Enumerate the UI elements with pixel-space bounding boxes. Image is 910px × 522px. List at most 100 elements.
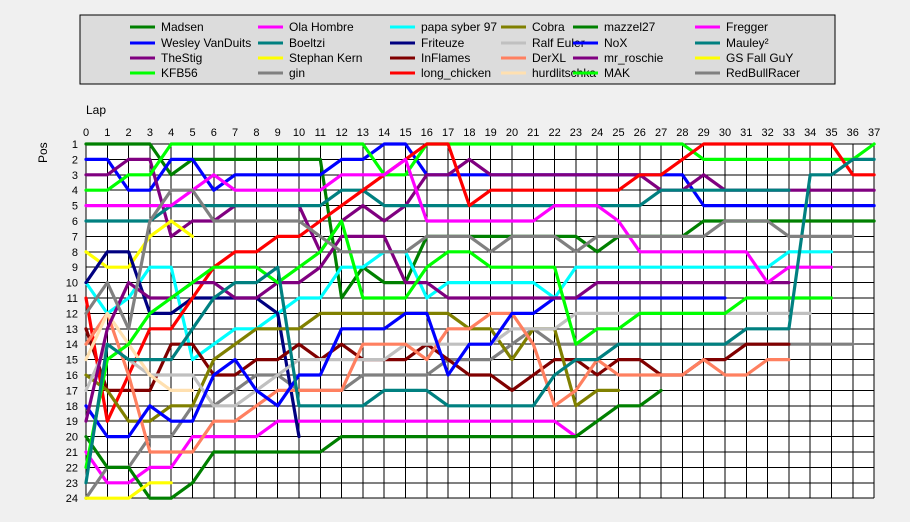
y-tick-label: 3: [72, 170, 78, 182]
y-axis-label: Pos: [36, 142, 50, 163]
legend-label: Ola Hombre: [289, 20, 354, 34]
x-tick-label: 31: [740, 127, 752, 139]
x-tick-label: 25: [612, 127, 624, 139]
x-tick-label: 20: [506, 127, 518, 139]
y-tick-label: 12: [66, 308, 78, 320]
x-tick-label: 19: [485, 127, 497, 139]
y-tick-label: 14: [66, 339, 78, 351]
legend-label: Ralf Euler: [532, 36, 585, 50]
y-tick-label: 7: [72, 231, 78, 243]
x-tick-label: 1: [104, 127, 110, 139]
legend-label: NoX: [604, 36, 627, 50]
x-tick-label: 27: [655, 127, 667, 139]
y-tick-label: 21: [66, 447, 78, 459]
legend-label: InFlames: [421, 51, 470, 65]
series-line: [84, 234, 791, 423]
x-tick-label: 26: [634, 127, 646, 139]
series-line: [84, 250, 834, 362]
x-tick-label: 18: [463, 127, 475, 139]
legend-label: RedBullRacer: [726, 66, 800, 80]
y-tick-label: 8: [72, 247, 78, 259]
series-lines: [84, 142, 876, 500]
y-tick-label: 19: [66, 416, 78, 428]
y-tick-label: 16: [66, 370, 78, 382]
series-line: [84, 388, 663, 500]
legend-label: Madsen: [161, 20, 204, 34]
y-tick-label: 20: [66, 432, 78, 444]
legend-label: papa syber 97: [421, 20, 497, 34]
x-tick-label: 8: [253, 127, 259, 139]
series-line: [84, 142, 876, 192]
y-tick-label: 2: [72, 154, 78, 166]
x-tick-label: 3: [147, 127, 153, 139]
legend-label: Friteuze: [421, 36, 465, 50]
series-line: [84, 157, 876, 485]
series-line: [84, 188, 855, 331]
x-tick-label: 32: [761, 127, 773, 139]
x-tick-label: 22: [548, 127, 560, 139]
legend-label: MAK: [604, 66, 630, 80]
y-tick-label: 18: [66, 401, 78, 413]
x-tick-label: 0: [83, 127, 89, 139]
x-tick-labels: 0 1 2 3 4 5 6 7 8 9 10 11 12 13 14 15 16 17 18 19 20 21 22 23 24…: [83, 127, 880, 139]
legend-label: Stephan Kern: [289, 51, 362, 65]
legend-label: Mauley²: [726, 36, 769, 50]
legend-label: Boeltzi: [289, 36, 325, 50]
x-tick-label: 16: [421, 127, 433, 139]
x-tick-label: 37: [868, 127, 880, 139]
series-line: [84, 481, 173, 500]
x-tick-label: 14: [378, 127, 390, 139]
series-line: [84, 142, 876, 423]
x-tick-label: 12: [335, 127, 347, 139]
x-tick-label: 5: [189, 127, 195, 139]
x-tick-label: 28: [676, 127, 688, 139]
x-tick-label: 36: [847, 127, 859, 139]
x-tick-label: 34: [804, 127, 816, 139]
series-line: [84, 419, 578, 485]
y-tick-label: 6: [72, 216, 78, 228]
y-tick-label: 11: [67, 293, 78, 305]
x-tick-label: 15: [399, 127, 411, 139]
y-tick-label: 9: [72, 262, 78, 274]
y-tick-label: 1: [72, 139, 78, 151]
y-tick-label: 23: [66, 478, 78, 490]
legend-label: Fregger: [726, 20, 768, 34]
legend-label: TheStig: [161, 51, 202, 65]
legend-label: long_chicken: [421, 66, 491, 80]
legend-label: mazzel27: [604, 20, 656, 34]
legend-label: hurdlitschka: [532, 66, 596, 80]
series-line: [84, 142, 876, 208]
x-tick-label: 7: [232, 127, 238, 139]
y-tick-label: 5: [72, 201, 78, 213]
x-tick-label: 17: [442, 127, 454, 139]
y-tick-label: 10: [66, 278, 78, 290]
y-tick-label: 4: [72, 185, 78, 197]
legend-label: KFB56: [161, 66, 198, 80]
y-tick-label: 24: [66, 493, 78, 505]
legend-label: DerXL: [532, 51, 566, 65]
series-line: [84, 157, 834, 285]
x-tick-label: 29: [698, 127, 710, 139]
x-tick-label: 21: [527, 127, 539, 139]
legend-label: GS Fall GuY: [726, 51, 793, 65]
y-tick-label: 17: [66, 385, 78, 397]
series-line: [84, 296, 727, 439]
x-tick-label: 23: [570, 127, 582, 139]
y-tick-label: 22: [66, 462, 78, 474]
legend-label: Cobra: [532, 20, 565, 34]
x-axis-label: Lap: [86, 103, 106, 117]
y-tick-label: 13: [66, 324, 78, 336]
x-tick-label: 13: [357, 127, 369, 139]
y-tick-label: 15: [66, 355, 78, 367]
x-tick-label: 6: [211, 127, 217, 139]
x-tick-label: 2: [126, 127, 132, 139]
x-tick-label: 10: [293, 127, 305, 139]
series-line: [84, 219, 195, 269]
legend-label: mr_roschie: [604, 51, 664, 65]
x-tick-label: 11: [315, 127, 326, 139]
x-tick-label: 35: [825, 127, 837, 139]
legend-label: gin: [289, 66, 305, 80]
